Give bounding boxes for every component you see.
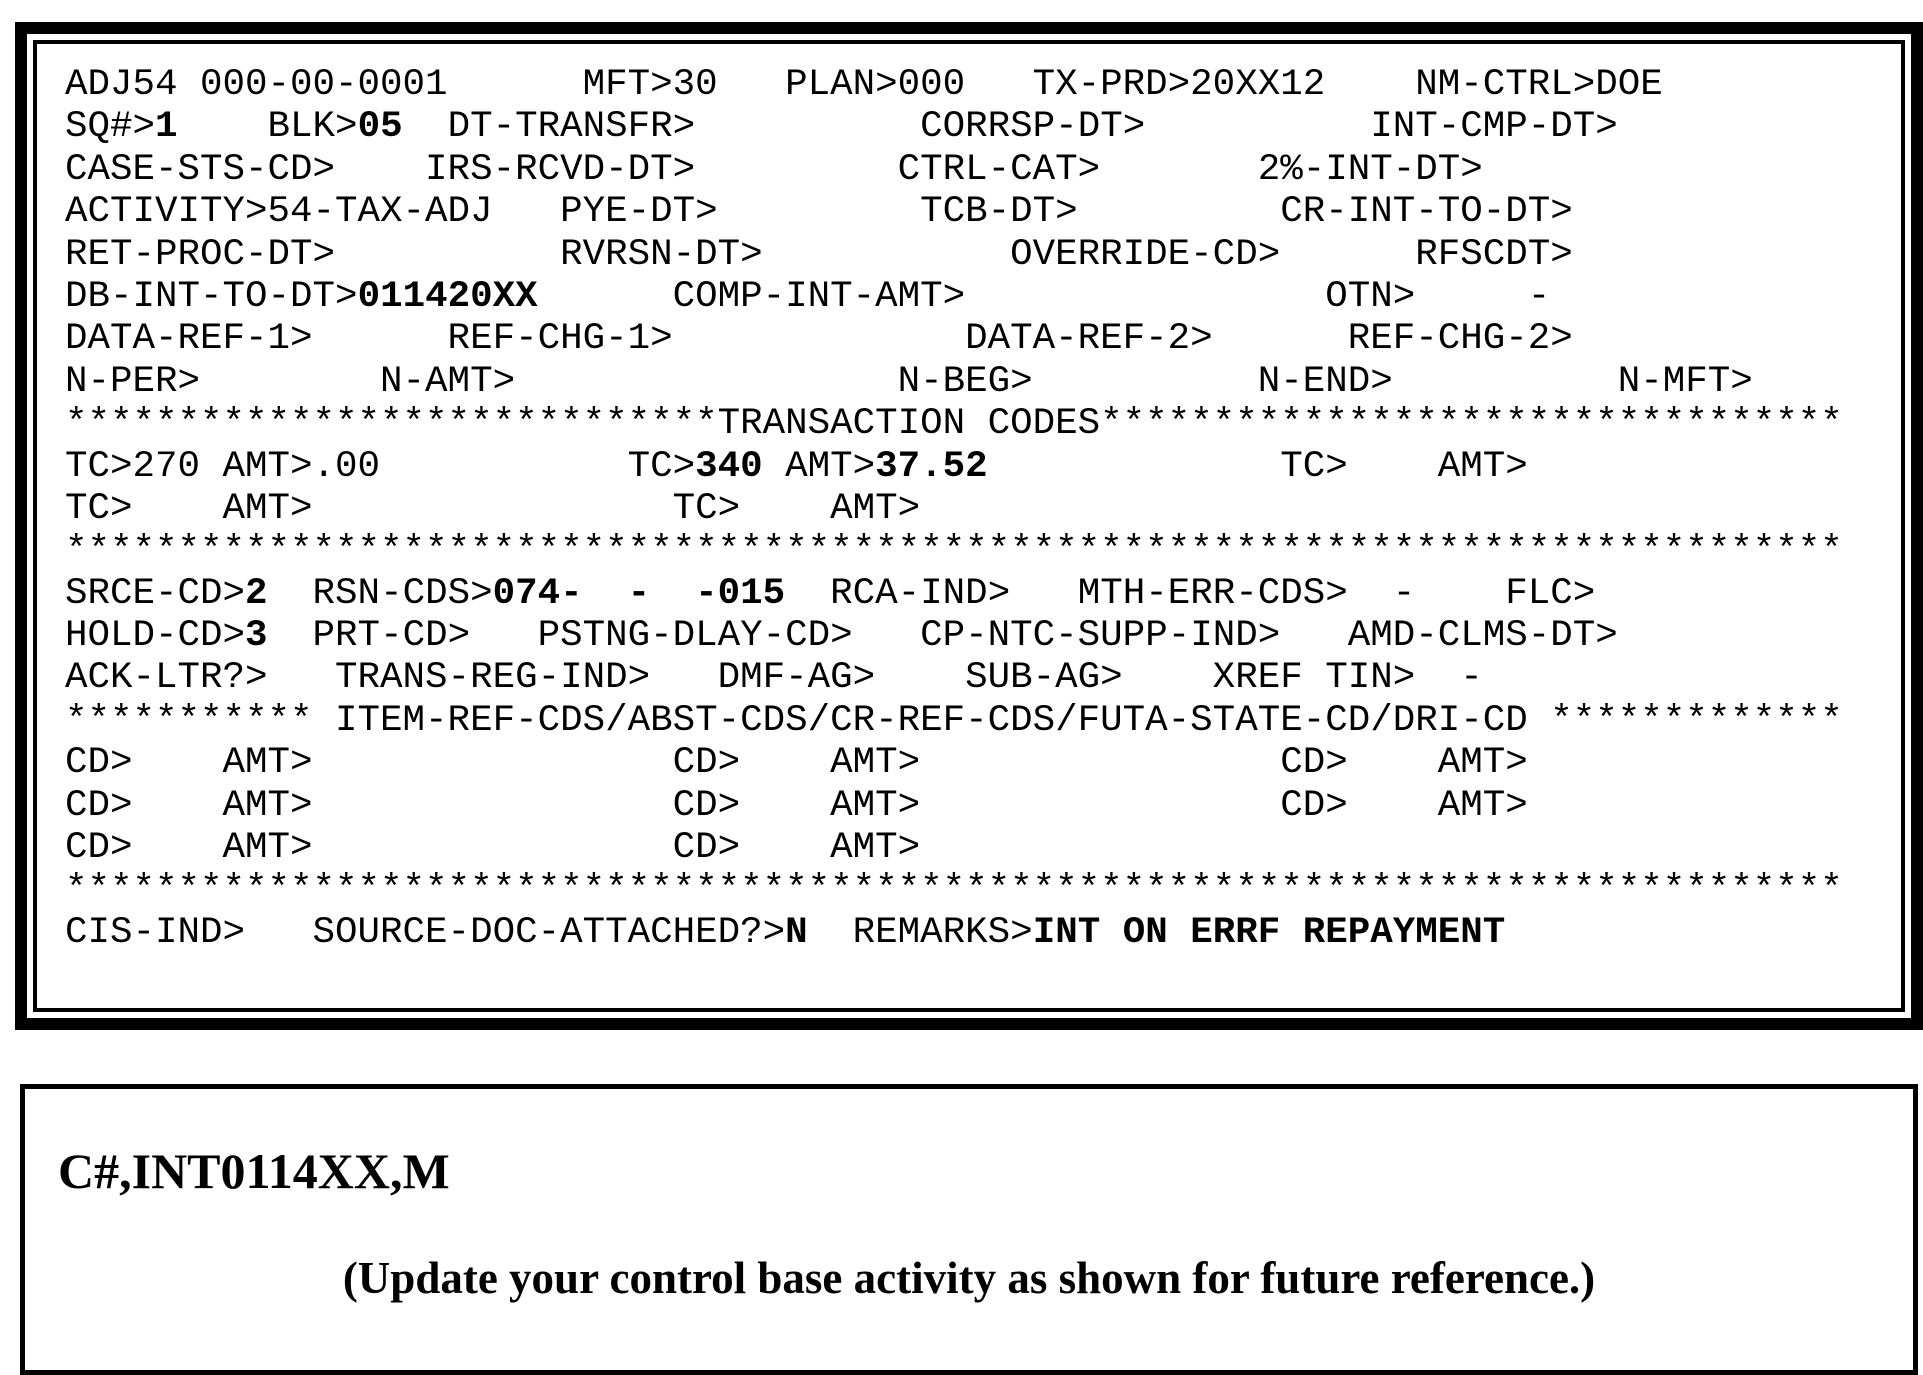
field-label: *****************************TRANSACTION… (65, 403, 1843, 446)
field-label: SRCE-CD> (65, 572, 246, 615)
field-label: ****************************************… (65, 530, 1843, 573)
field-value: 340 (695, 445, 763, 488)
field-label: RSN-CDS> (267, 572, 493, 615)
field-value: 1 (155, 106, 178, 149)
field-label: ****************************************… (65, 869, 1843, 912)
screen-line: DATA-REF-1> REF-CHG-1> DATA-REF-2> REF-C… (65, 318, 1843, 360)
screen-line: SQ#>1 BLK>05 DT-TRANSFR> CORRSP-DT> INT-… (65, 106, 1843, 148)
field-value: 074- - -015 (492, 572, 786, 615)
field-label: *********** ITEM-REF-CDS/ABST-CDS/CR-REF… (65, 699, 1843, 742)
field-label: ADJ54 000-00-0001 MFT>30 PLAN>000 TX-PRD… (65, 64, 1663, 106)
field-label: N-PER> N-AMT> N-BEG> N-END> N-MFT> (65, 360, 1753, 403)
screen-line: N-PER> N-AMT> N-BEG> N-END> N-MFT> (65, 361, 1843, 403)
instruction-box: C#,INT0114XX,M (Update your control base… (20, 1084, 1918, 1375)
field-label: RET-PROC-DT> RVRSN-DT> OVERRIDE-CD> RFSC… (65, 233, 1573, 276)
screen-line: CD> AMT> CD> AMT> (65, 827, 1843, 869)
field-label: SQ#> (65, 106, 156, 149)
screen-line: ****************************************… (65, 530, 1843, 572)
field-label: DT-TRANSFR> CORRSP-DT> INT-CMP-DT> (402, 106, 1618, 149)
field-value: 3 (245, 615, 268, 658)
field-label: TC>270 AMT>.00 TC> (65, 445, 696, 488)
field-label: PRT-CD> PSTNG-DLAY-CD> CP-NTC-SUPP-IND> … (267, 615, 1618, 658)
screen-line: TC> AMT> TC> AMT> (65, 488, 1843, 530)
field-label: TC> AMT> TC> AMT> (65, 487, 921, 530)
field-value: 2 (245, 572, 268, 615)
screen-line: TC>270 AMT>.00 TC>340 AMT>37.52 TC> AMT> (65, 446, 1843, 488)
control-base-command: C#,INT0114XX,M (58, 1143, 450, 1199)
field-value: 011420XX (357, 275, 538, 318)
screen-line: ACK-LTR?> TRANS-REG-IND> DMF-AG> SUB-AG>… (65, 657, 1843, 699)
field-label: CIS-IND> SOURCE-DOC-ATTACHED?> (65, 911, 786, 954)
screen-line: SRCE-CD>2 RSN-CDS>074- - -015 RCA-IND> M… (65, 573, 1843, 615)
screen-line: RET-PROC-DT> RVRSN-DT> OVERRIDE-CD> RFSC… (65, 234, 1843, 276)
screen-line: DB-INT-TO-DT>011420XX COMP-INT-AMT> OTN>… (65, 276, 1843, 318)
screen-line: ADJ54 000-00-0001 MFT>30 PLAN>000 TX-PRD… (65, 64, 1843, 106)
field-label: CASE-STS-CD> IRS-RCVD-DT> CTRL-CAT> 2%-I… (65, 148, 1483, 191)
field-value: 37.52 (875, 445, 988, 488)
field-label: DATA-REF-1> REF-CHG-1> DATA-REF-2> REF-C… (65, 318, 1573, 361)
instruction-text: (Update your control base activity as sh… (342, 1253, 1596, 1303)
screen-line: CD> AMT> CD> AMT> CD> AMT> (65, 742, 1843, 784)
field-label: REMARKS> (807, 911, 1033, 954)
screen-line: CD> AMT> CD> AMT> CD> AMT> (65, 785, 1843, 827)
field-label: ACTIVITY>54-TAX-ADJ PYE-DT> TCB-DT> CR-I… (65, 191, 1573, 234)
terminal-inner-border (33, 40, 1905, 1012)
field-label: AMT> (762, 445, 876, 488)
screen-line: *****************************TRANSACTION… (65, 403, 1843, 445)
field-label: CD> AMT> CD> AMT> CD> AMT> (65, 742, 1528, 785)
field-label: COMP-INT-AMT> OTN> - (537, 275, 1551, 318)
field-value: 05 (357, 106, 403, 149)
field-label: CD> AMT> CD> AMT> (65, 827, 921, 870)
screen-line: CIS-IND> SOURCE-DOC-ATTACHED?>N REMARKS>… (65, 912, 1843, 954)
field-label: ACK-LTR?> TRANS-REG-IND> DMF-AG> SUB-AG>… (65, 657, 1483, 700)
screen-line: HOLD-CD>3 PRT-CD> PSTNG-DLAY-CD> CP-NTC-… (65, 615, 1843, 657)
field-value: INT ON ERRF REPAYMENT (1032, 911, 1506, 954)
screen-line: ****************************************… (65, 869, 1843, 911)
field-label: RCA-IND> MTH-ERR-CDS> - FLC> (785, 572, 1596, 615)
adj54-screen-content: ADJ54 000-00-0001 MFT>30 PLAN>000 TX-PRD… (65, 64, 1843, 954)
field-label: CD> AMT> CD> AMT> CD> AMT> (65, 784, 1528, 827)
field-value: N (785, 911, 808, 954)
terminal-screen: ADJ54 000-00-0001 MFT>30 PLAN>000 TX-PRD… (15, 22, 1923, 1030)
screen-line: CASE-STS-CD> IRS-RCVD-DT> CTRL-CAT> 2%-I… (65, 149, 1843, 191)
field-label: BLK> (177, 106, 358, 149)
field-label: HOLD-CD> (65, 615, 246, 658)
screen-line: ACTIVITY>54-TAX-ADJ PYE-DT> TCB-DT> CR-I… (65, 191, 1843, 233)
field-label: DB-INT-TO-DT> (65, 275, 358, 318)
screen-line: *********** ITEM-REF-CDS/ABST-CDS/CR-REF… (65, 700, 1843, 742)
field-label: TC> AMT> (987, 445, 1528, 488)
